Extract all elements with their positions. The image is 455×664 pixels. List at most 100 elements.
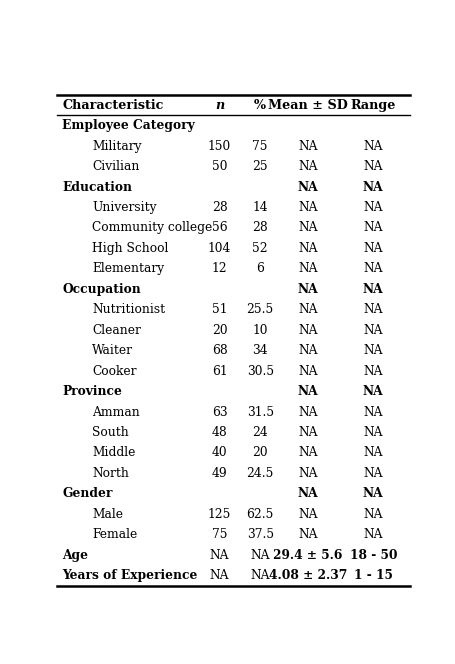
Text: Gender: Gender <box>62 487 112 500</box>
Text: NA: NA <box>298 303 317 316</box>
Text: Age: Age <box>62 548 88 562</box>
Text: NA: NA <box>363 303 382 316</box>
Text: 25.5: 25.5 <box>246 303 273 316</box>
Text: NA: NA <box>297 487 318 500</box>
Text: 20: 20 <box>252 446 268 459</box>
Text: 34: 34 <box>252 344 268 357</box>
Text: NA: NA <box>298 365 317 378</box>
Text: Mean ± SD: Mean ± SD <box>268 99 347 112</box>
Text: NA: NA <box>363 426 382 439</box>
Text: NA: NA <box>363 344 382 357</box>
Text: NA: NA <box>298 139 317 153</box>
Text: North: North <box>92 467 129 480</box>
Text: NA: NA <box>362 283 383 295</box>
Text: Military: Military <box>92 139 142 153</box>
Text: NA: NA <box>362 487 383 500</box>
Text: Community college: Community college <box>92 222 212 234</box>
Text: Range: Range <box>350 99 395 112</box>
Text: 75: 75 <box>212 529 227 541</box>
Text: NA: NA <box>362 181 383 193</box>
Text: NA: NA <box>363 262 382 276</box>
Text: NA: NA <box>298 446 317 459</box>
Text: University: University <box>92 201 157 214</box>
Text: 63: 63 <box>211 406 227 418</box>
Text: 31.5: 31.5 <box>246 406 273 418</box>
Text: NA: NA <box>298 160 317 173</box>
Text: NA: NA <box>363 365 382 378</box>
Text: NA: NA <box>363 446 382 459</box>
Text: 61: 61 <box>211 365 227 378</box>
Text: NA: NA <box>363 529 382 541</box>
Text: South: South <box>92 426 129 439</box>
Text: Cleaner: Cleaner <box>92 324 141 337</box>
Text: NA: NA <box>297 181 318 193</box>
Text: 28: 28 <box>252 222 268 234</box>
Text: Female: Female <box>92 529 137 541</box>
Text: High School: High School <box>92 242 168 255</box>
Text: 28: 28 <box>211 201 227 214</box>
Text: 4.08 ± 2.37: 4.08 ± 2.37 <box>268 569 346 582</box>
Text: NA: NA <box>298 529 317 541</box>
Text: NA: NA <box>362 385 383 398</box>
Text: 6: 6 <box>256 262 263 276</box>
Text: NA: NA <box>363 201 382 214</box>
Text: NA: NA <box>297 283 318 295</box>
Text: 14: 14 <box>252 201 268 214</box>
Text: Years of Experience: Years of Experience <box>62 569 197 582</box>
Text: NA: NA <box>363 222 382 234</box>
Text: NA: NA <box>297 385 318 398</box>
Text: Civilian: Civilian <box>92 160 139 173</box>
Text: 40: 40 <box>211 446 227 459</box>
Text: Male: Male <box>92 508 123 521</box>
Text: 25: 25 <box>252 160 268 173</box>
Text: 24: 24 <box>252 426 268 439</box>
Text: 48: 48 <box>211 426 227 439</box>
Text: 49: 49 <box>211 467 227 480</box>
Text: NA: NA <box>298 426 317 439</box>
Text: NA: NA <box>298 406 317 418</box>
Text: Elementary: Elementary <box>92 262 164 276</box>
Text: NA: NA <box>298 201 317 214</box>
Text: NA: NA <box>298 508 317 521</box>
Text: Middle: Middle <box>92 446 136 459</box>
Text: 20: 20 <box>211 324 227 337</box>
Text: 104: 104 <box>207 242 231 255</box>
Text: Education: Education <box>62 181 132 193</box>
Text: NA: NA <box>298 467 317 480</box>
Text: 68: 68 <box>211 344 227 357</box>
Text: 125: 125 <box>207 508 231 521</box>
Text: 56: 56 <box>211 222 227 234</box>
Text: NA: NA <box>298 222 317 234</box>
Text: NA: NA <box>298 262 317 276</box>
Text: 50: 50 <box>212 160 227 173</box>
Text: NA: NA <box>209 569 229 582</box>
Text: 62.5: 62.5 <box>246 508 273 521</box>
Text: NA: NA <box>298 344 317 357</box>
Text: NA: NA <box>363 406 382 418</box>
Text: NA: NA <box>250 548 269 562</box>
Text: 12: 12 <box>211 262 227 276</box>
Text: NA: NA <box>363 324 382 337</box>
Text: 29.4 ± 5.6: 29.4 ± 5.6 <box>273 548 342 562</box>
Text: 51: 51 <box>212 303 227 316</box>
Text: Province: Province <box>62 385 122 398</box>
Text: Employee Category: Employee Category <box>62 120 195 132</box>
Text: 18 - 50: 18 - 50 <box>349 548 396 562</box>
Text: NA: NA <box>298 324 317 337</box>
Text: NA: NA <box>363 508 382 521</box>
Text: Cooker: Cooker <box>92 365 136 378</box>
Text: NA: NA <box>363 467 382 480</box>
Text: 150: 150 <box>207 139 231 153</box>
Text: 10: 10 <box>252 324 268 337</box>
Text: Waiter: Waiter <box>92 344 133 357</box>
Text: Nutritionist: Nutritionist <box>92 303 165 316</box>
Text: Characteristic: Characteristic <box>62 99 163 112</box>
Text: 24.5: 24.5 <box>246 467 273 480</box>
Text: 52: 52 <box>252 242 268 255</box>
Text: NA: NA <box>250 569 269 582</box>
Text: NA: NA <box>363 242 382 255</box>
Text: n: n <box>214 99 224 112</box>
Text: Occupation: Occupation <box>62 283 141 295</box>
Text: Amman: Amman <box>92 406 140 418</box>
Text: 37.5: 37.5 <box>246 529 273 541</box>
